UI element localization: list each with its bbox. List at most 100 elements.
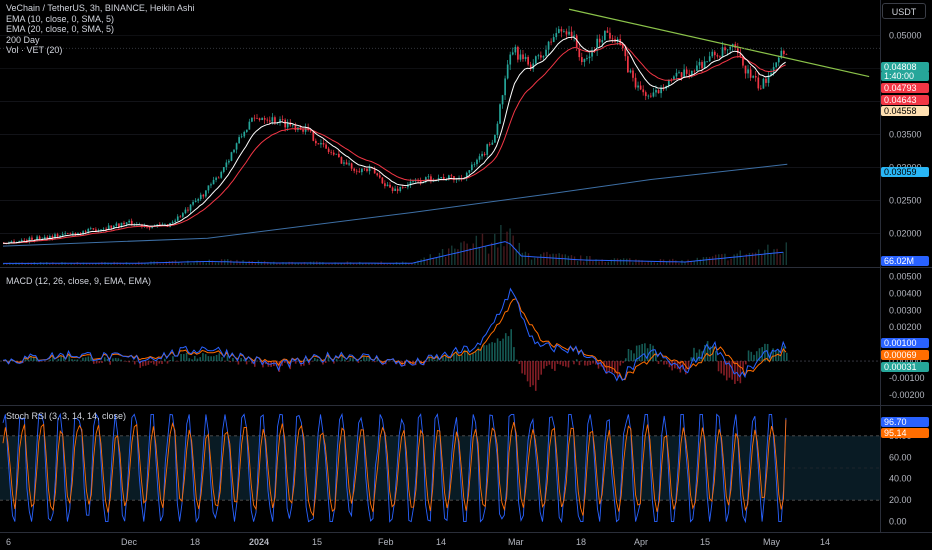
macd-histogram-bar xyxy=(183,354,185,362)
macd-histogram-bar xyxy=(671,361,673,371)
candle-body xyxy=(749,69,752,78)
macd-histogram-bar xyxy=(551,361,553,369)
macd-histogram-bar xyxy=(221,357,223,362)
candle-body xyxy=(494,134,496,143)
candle-body xyxy=(509,54,512,65)
macd-histogram-bar xyxy=(283,361,286,363)
volume-bar xyxy=(684,262,686,265)
volume-bar xyxy=(678,263,680,265)
candle-body xyxy=(348,163,350,165)
volume-bar xyxy=(687,259,689,265)
macd-histogram-bar xyxy=(33,357,35,362)
price-tag: 0.04558 xyxy=(881,106,929,116)
macd-histogram-bar xyxy=(518,361,521,364)
ma200-line xyxy=(2,163,788,247)
macd-histogram-bar xyxy=(133,361,136,365)
candle-body xyxy=(545,49,547,56)
macd-histogram-bar xyxy=(346,361,349,362)
volume-bar xyxy=(58,263,60,265)
candle-body xyxy=(726,49,729,51)
candle-body xyxy=(445,179,448,181)
macd-histogram-bar xyxy=(704,344,706,362)
legend-volume: Vol · VET (20) xyxy=(6,45,63,55)
candle-body xyxy=(744,65,747,74)
volume-bar xyxy=(368,263,370,265)
price-tag: 1:40:00 xyxy=(881,71,929,81)
candle-body xyxy=(309,130,312,132)
candle-body xyxy=(524,56,527,60)
macd-histogram-bar xyxy=(327,356,330,362)
macd-signal-line xyxy=(2,298,787,381)
macd-histogram-bar xyxy=(158,361,161,364)
candle-body xyxy=(629,70,632,73)
candle-body xyxy=(120,222,123,228)
macd-histogram-bar xyxy=(540,361,543,375)
candle-body xyxy=(611,38,614,40)
volume-bar xyxy=(3,264,5,265)
candle-body xyxy=(575,35,578,49)
macd-histogram-bar xyxy=(434,360,436,362)
candle-body xyxy=(118,223,120,228)
volume-bar xyxy=(460,242,462,265)
volume-bar xyxy=(260,261,263,265)
candle-body xyxy=(312,131,315,141)
candle-body xyxy=(92,228,95,230)
candle-body xyxy=(358,171,361,173)
candle-body xyxy=(89,228,92,229)
volume-bar xyxy=(448,248,450,265)
volume-bar xyxy=(79,263,82,265)
legend-ma200: 200 Day xyxy=(6,34,40,45)
currency-button[interactable]: USDT xyxy=(882,3,926,19)
macd-histogram-bar xyxy=(259,361,262,363)
candle-body xyxy=(26,240,28,242)
candle-body xyxy=(279,119,281,123)
volume-bar xyxy=(181,262,183,265)
volume-bar xyxy=(334,262,336,265)
macd-histogram-bar xyxy=(646,348,649,362)
macd-histogram-bar xyxy=(226,355,229,362)
volume-bar xyxy=(653,262,656,265)
macd-histogram-bar xyxy=(229,361,232,363)
candle-body xyxy=(621,44,624,49)
candle-body xyxy=(430,176,432,181)
volume-bar xyxy=(613,258,616,265)
volume-bar xyxy=(190,263,192,265)
candle-body xyxy=(353,168,356,171)
candle-body xyxy=(240,136,243,138)
volume-bar xyxy=(171,261,174,265)
volume-bar xyxy=(736,253,738,265)
candle-body xyxy=(491,142,494,145)
macd-histogram-bar xyxy=(455,350,458,362)
macd-histogram-bar xyxy=(210,356,212,362)
main-legend: VeChain / TetherUS, 3h, BINANCE, Heikin … xyxy=(6,3,194,56)
volume-bar xyxy=(6,263,8,265)
volume-bar xyxy=(598,261,600,265)
volume-bar xyxy=(239,262,241,265)
volume-bar xyxy=(205,262,207,265)
macd-histogram-bar xyxy=(638,345,641,362)
candle-body xyxy=(291,124,294,126)
candle-body xyxy=(639,85,642,90)
candle-body xyxy=(478,156,481,160)
candle-body xyxy=(519,54,522,60)
volume-bar xyxy=(647,261,649,265)
volume-bar xyxy=(690,260,692,265)
volume-bar xyxy=(509,228,511,265)
macd-histogram-bar xyxy=(772,348,774,362)
ema10-line xyxy=(2,36,786,244)
volume-bar xyxy=(506,231,508,265)
macd-histogram-bar xyxy=(275,361,278,366)
legend-ema10: EMA (10, close, 0, SMA, 5) xyxy=(6,13,115,24)
volume-bar xyxy=(592,260,594,265)
volume-bar xyxy=(67,263,69,265)
volume-bar xyxy=(392,263,395,265)
candle-body xyxy=(767,75,770,83)
macd-histogram-bar xyxy=(38,361,41,363)
macd-histogram-bar xyxy=(747,350,750,362)
stoch-tick-label: 20.00 xyxy=(889,495,912,505)
volume-bar xyxy=(73,263,75,265)
volume-bar xyxy=(159,263,161,265)
candle-body xyxy=(511,52,514,55)
volume-bar xyxy=(681,260,683,265)
